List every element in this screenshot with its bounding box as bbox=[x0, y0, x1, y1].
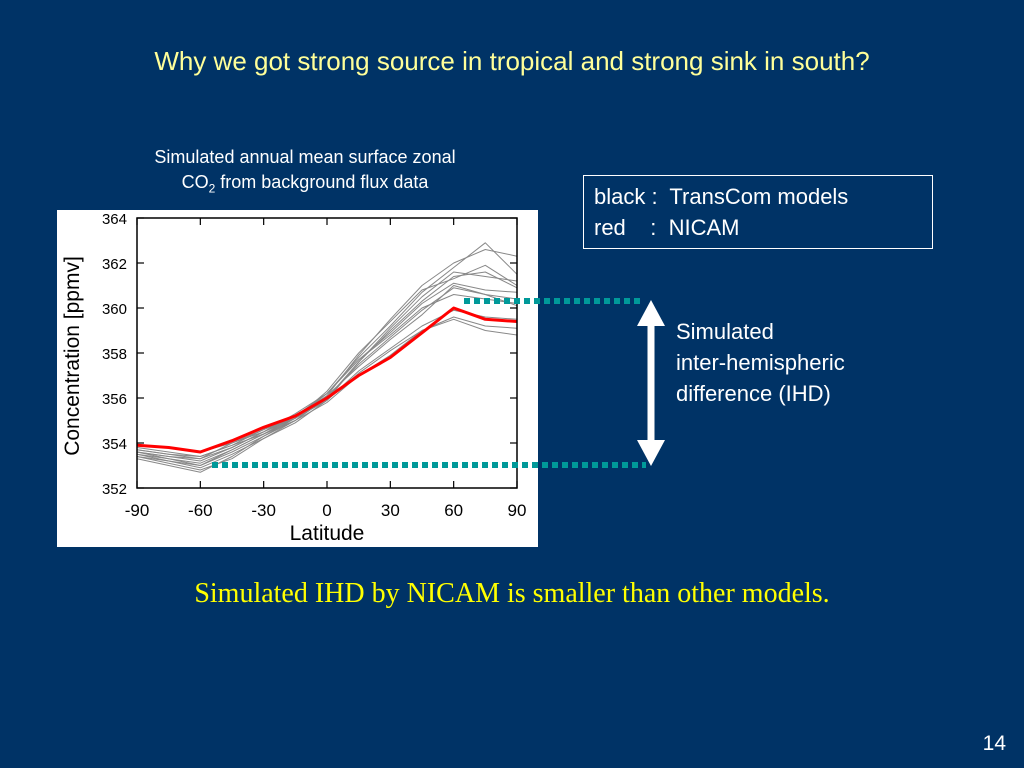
chart-caption: Simulated annual mean surface zonal CO2 … bbox=[60, 145, 550, 202]
ihd-label: Simulated inter-hemispheric difference (… bbox=[676, 316, 916, 409]
caption-co2-subscript: 2 bbox=[208, 181, 216, 196]
x-tick-label: 90 bbox=[508, 501, 527, 520]
ihd-label-line-2: inter-hemispheric bbox=[676, 350, 845, 375]
series-layer bbox=[136, 242, 518, 473]
x-tick-label: -90 bbox=[125, 501, 150, 520]
legend-transcom: black : TransCom models bbox=[594, 184, 849, 209]
y-tick-label: 358 bbox=[102, 346, 127, 363]
ihd-label-line-1: Simulated bbox=[676, 319, 774, 344]
y-tick-label: 360 bbox=[102, 301, 127, 318]
y-tick-label: 356 bbox=[102, 391, 127, 408]
caption-line-2: CO2 from background flux data bbox=[60, 170, 550, 202]
series-line-transcom-9 bbox=[136, 264, 518, 473]
tick-layer: -90 -60 -30 0 30 60 90 352 354 356 358 360 362 364 bbox=[102, 211, 526, 520]
caption-co2: CO bbox=[181, 172, 209, 192]
x-tick-label: 0 bbox=[322, 501, 331, 520]
slide-title: Why we got strong source in tropical and… bbox=[154, 46, 870, 76]
line-chart: -90 -60 -30 0 30 60 90 352 354 356 358 360 362 364 La… bbox=[61, 211, 526, 545]
legend-box: black : TransCom models red : NICAM bbox=[583, 175, 933, 249]
y-tick-label: 362 bbox=[102, 256, 127, 273]
series-line-nicam bbox=[136, 306, 518, 454]
series-line-transcom-10 bbox=[136, 318, 518, 457]
x-tick-label: -60 bbox=[188, 501, 213, 520]
conclusion-text: Simulated IHD by NICAM is smaller than o… bbox=[194, 578, 830, 609]
series-line-transcom-5 bbox=[136, 249, 518, 471]
ihd-arrow-head-down bbox=[637, 440, 665, 466]
y-tick-label: 364 bbox=[102, 211, 127, 228]
ihd-label-line-3: difference (IHD) bbox=[676, 381, 831, 406]
x-axis-label: Latitude bbox=[290, 522, 365, 545]
x-tick-label: -30 bbox=[251, 501, 276, 520]
chart-panel: -90 -60 -30 0 30 60 90 352 354 356 358 360 362 364 La… bbox=[57, 210, 538, 547]
ihd-arrow-head-up bbox=[637, 300, 665, 326]
series-line-transcom-11 bbox=[136, 282, 518, 464]
y-axis-label: Concentration [ppmv] bbox=[61, 256, 84, 456]
caption-line-1: Simulated annual mean surface zonal bbox=[154, 147, 456, 167]
page-number: 14 bbox=[982, 732, 1006, 755]
y-tick-label: 354 bbox=[102, 436, 127, 453]
y-tick-label: 352 bbox=[102, 481, 127, 498]
x-tick-label: 30 bbox=[381, 501, 400, 520]
caption-line-2-rest: from background flux data bbox=[215, 172, 429, 192]
x-tick-label: 60 bbox=[444, 501, 463, 520]
legend-nicam: red : NICAM bbox=[594, 215, 740, 240]
